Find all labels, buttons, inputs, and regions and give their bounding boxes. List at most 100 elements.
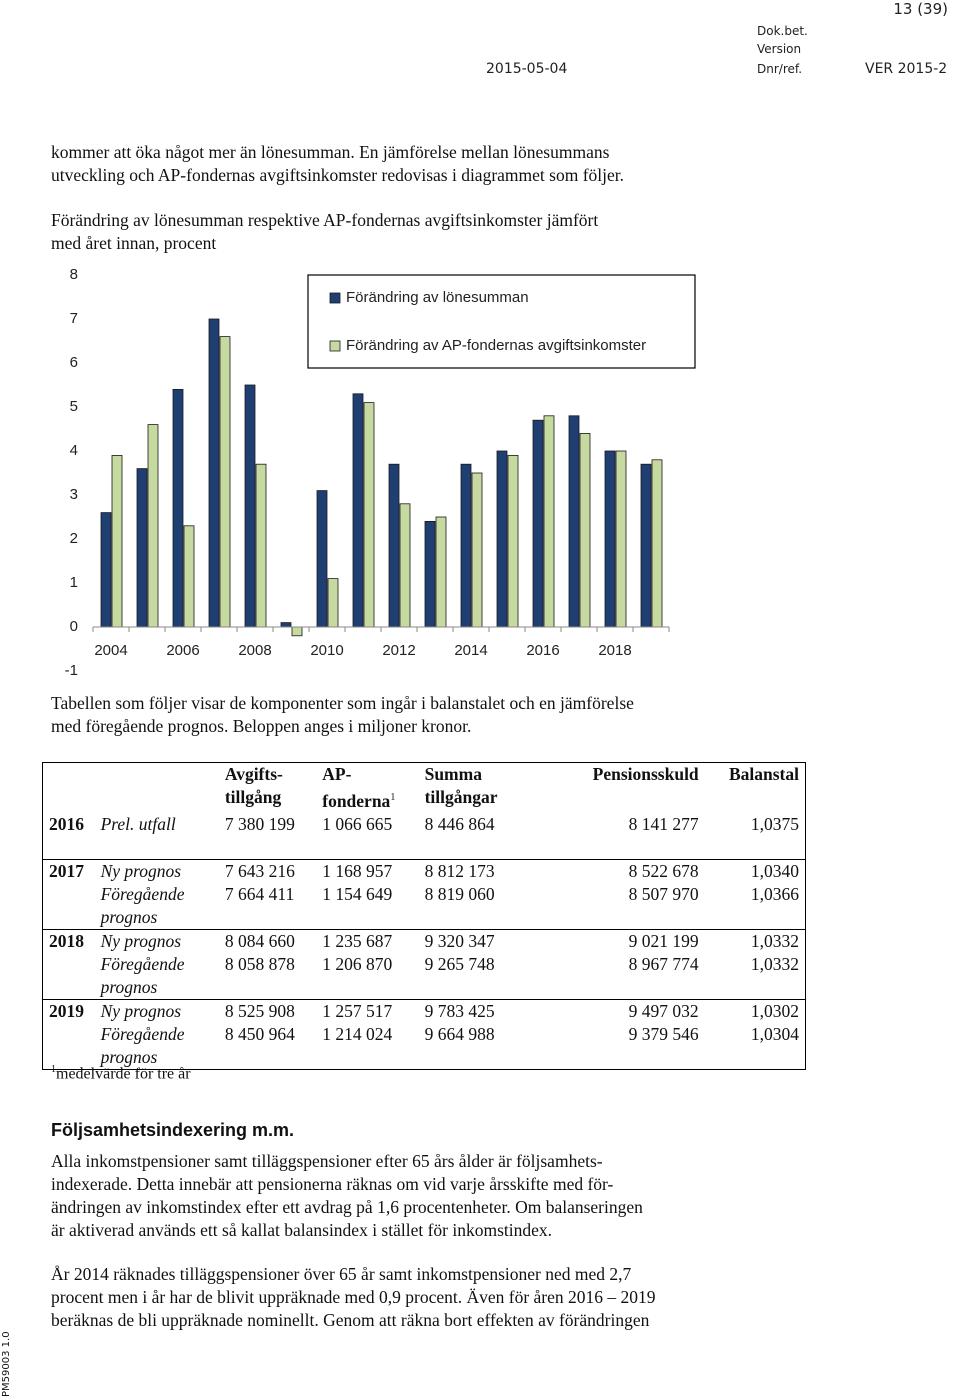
label-cell: Föregående prognos [100,953,185,997]
year: 2017 [49,860,84,881]
bar [291,626,303,637]
table-intro: Tabellen som följer visar de komponenter… [51,692,634,738]
value-cell: 8 819 060 [424,883,495,904]
table-row: 2017 Ny prognos 7 643 216 1 168 957 8 812 17… [42,858,806,883]
x-tick-label: 2014 [454,642,487,659]
value-cell: 8 446 864 [424,813,495,834]
year-cell: 2017 [42,858,95,883]
legend-box [307,274,696,369]
paragraph: År 2014 räknades tilläggspensioner över … [51,1263,656,1332]
x-tick-label: 2012 [382,642,415,659]
header-cell: Pensionsskuld [547,763,705,813]
bar [496,450,508,628]
value-cell: 1 214 024 [322,1023,393,1044]
label-cell: Föregående prognos [100,883,185,927]
value-cell: 1 235 687 [316,928,419,953]
text-line: År 2014 räknades tilläggspensioner över … [51,1264,632,1284]
spacer [43,836,806,860]
value-cell: 1 066 665 [322,813,393,834]
text-line: är aktiverad används ett så kallat balan… [51,1220,553,1240]
value-cell: 9 320 347 [418,928,547,953]
header-text: Avgifts- tillgång [224,764,283,807]
bar [100,512,112,628]
bar [507,454,519,628]
bar [579,432,591,628]
year-cell [43,953,95,1000]
bar [280,622,292,628]
bar [615,450,627,628]
balance-table: Avgifts- tillgång AP- fonderna1 Summa till… [42,762,806,1070]
footnote-mark: 1 [51,1064,56,1075]
bar [435,516,447,628]
doc-label: Dok.bet. [757,24,808,38]
label-cell: Prel. utfall [100,813,176,834]
bar [388,463,400,628]
value-cell: 1,0302 [704,998,806,1023]
bar [172,388,184,628]
table-row: Föregående prognos 7 664 411 1 154 649 8 81… [43,883,806,930]
bar [460,463,472,628]
year-cell [43,883,95,930]
value-cell: 9 497 032 [546,998,705,1023]
legend-label: Förändring av lönesumman [346,289,529,306]
header-text: Summa tillgångar [424,764,498,807]
value-cell: 7 380 199 [224,813,295,834]
ref-label: Dnr/ref. [757,62,803,76]
value-cell: 1,0375 [750,813,799,834]
bar [532,419,544,628]
bar [327,578,339,628]
value-cell: 1,0340 [704,858,806,883]
header-text: Balanstal [728,764,799,784]
text-line: Tabellen som följer visar de komponenter… [51,693,634,713]
y-tick-label: 0 [70,618,78,635]
value-cell: 9 664 988 [424,1023,495,1044]
bar [352,393,364,628]
bar [219,336,231,628]
x-tick-label: 2008 [238,642,271,659]
value-cell: 1,0304 [750,1023,799,1044]
bar [651,459,663,628]
table-row: 2018 Ny prognos 8 084 660 1 235 687 9 320 34… [42,928,806,953]
text-line: Alla inkomstpensioner samt tilläggspensi… [51,1151,603,1171]
value-cell: 8 967 774 [628,953,699,974]
year-cell: 2019 [42,998,95,1023]
y-tick-label: 8 [70,266,78,283]
bar [147,424,159,628]
spacer-row [43,836,806,860]
value-cell: 8 141 277 [628,813,699,834]
value-cell: 8 525 908 [218,998,317,1023]
y-tick-label: 5 [70,398,78,415]
value-cell: 1 206 870 [322,953,393,974]
value-cell: 1 154 649 [322,883,393,904]
text-line: beräknas de bli uppräknade nominellt. Ge… [51,1310,650,1330]
x-tick-label: 2016 [526,642,559,659]
text-line: indexerade. Detta innebär att pensionern… [51,1174,614,1194]
value-cell: 1,0332 [704,928,806,953]
bar [604,450,616,628]
value-cell: 8 084 660 [218,928,317,953]
text-line: kommer att öka något mer än lönesumman. … [51,142,610,162]
bar [543,415,555,628]
value-cell: 9 783 425 [418,998,547,1023]
text-line: Förändring av lönesumman respektive AP-f… [51,210,599,230]
value-cell: 9 265 748 [424,953,495,974]
year: 2019 [49,1000,84,1021]
value-cell: 1,0366 [750,883,799,904]
bar [136,468,148,628]
y-tick-label: 4 [70,442,78,459]
table-row: Föregående prognos 8 450 964 1 214 024 9 66… [43,1023,806,1070]
header-cell [43,763,95,813]
header-cell: Balanstal [705,763,806,813]
year-cell: 2018 [42,928,95,953]
text-line: procent men i år har de blivit uppräknad… [51,1287,656,1307]
value-cell: 8 507 970 [628,883,699,904]
chart: -1 0 1 2 3 4 5 6 7 8 2004 2006 2008 2010 2012 2014 2016 2… [65,266,696,679]
value-cell: 1 168 957 [316,858,419,883]
footnote: 1medelvärde för tre år [51,1064,191,1083]
label-cell: Ny prognos [94,928,219,953]
value-cell: 8 058 878 [224,953,295,974]
bar [255,463,267,628]
bar [568,415,580,628]
value-cell: 1 257 517 [316,998,419,1023]
footnote-text: medelvärde för tre år [56,1065,191,1083]
